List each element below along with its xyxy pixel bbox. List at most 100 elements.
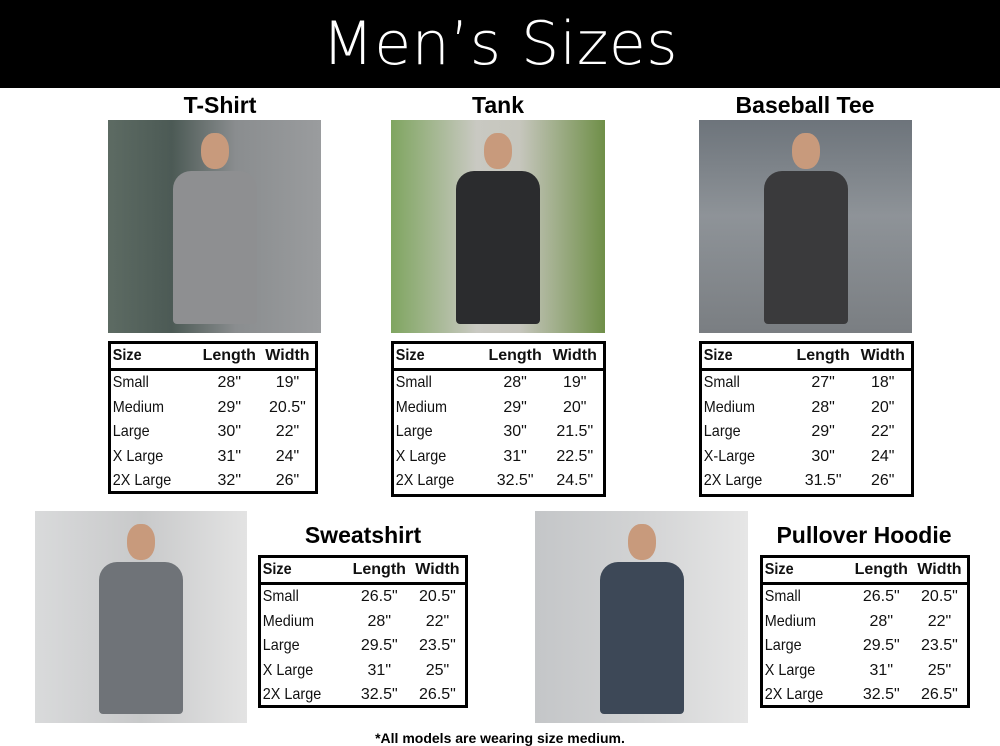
table-cell: 26": [275, 472, 300, 490]
table-cell: 22": [870, 423, 895, 441]
table-cell: 31": [503, 447, 527, 465]
model-head: [127, 523, 155, 560]
table-cell: 28": [811, 398, 835, 416]
table-cell: 29": [503, 398, 527, 416]
table-header: Size Length Width: [111, 344, 315, 371]
table-row: Medium 28" 22": [261, 610, 465, 635]
table-row: Large 29.5" 23.5": [763, 634, 967, 659]
table-row: Small 26.5" 20.5": [763, 585, 967, 610]
product-title-baseball-tee: Baseball Tee: [735, 92, 875, 118]
table-cell: Medium: [112, 398, 165, 416]
table-cell: Large: [395, 423, 433, 441]
table-cell: 19": [562, 374, 587, 392]
table-header: Size Length Width: [702, 344, 911, 371]
column-header: Length: [796, 347, 850, 364]
table-header: Size Length Width: [394, 344, 603, 371]
column-header: Width: [265, 347, 310, 364]
table-cell: Large: [262, 637, 300, 655]
table-row: 2X Large 32.5" 26.5": [261, 683, 465, 708]
table-cell: 28": [367, 612, 391, 630]
table-cell: Medium: [703, 398, 756, 416]
column-header: Size: [112, 347, 142, 364]
table-cell: 24": [275, 447, 300, 465]
table-cell: 22": [927, 612, 952, 630]
table-cell: 29": [217, 398, 241, 416]
model-photo-t-shirt: [108, 120, 321, 333]
column-header: Size: [395, 347, 425, 364]
table-cell: 2X Large: [395, 472, 455, 490]
table-cell: 31": [869, 661, 893, 679]
table-cell: 22": [275, 423, 300, 441]
column-header: Length: [352, 561, 406, 578]
model-photo-baseball-tee: [699, 120, 912, 333]
table-cell: 22.5": [556, 447, 594, 465]
table-cell: Small: [112, 374, 149, 392]
table-cell: 20.5": [419, 588, 456, 606]
column-header: Size: [703, 347, 733, 364]
table-cell: X Large: [112, 447, 164, 465]
table-row: Small 28" 19": [394, 371, 603, 396]
product-title-t-shirt: T-Shirt: [183, 92, 257, 118]
table-cell: 30": [811, 447, 835, 465]
table-cell: 26.5": [360, 588, 398, 606]
table-row: 2X Large 32" 26": [111, 469, 315, 494]
column-header: Width: [552, 347, 597, 364]
table-row: X Large 31" 25": [763, 659, 967, 684]
table-cell: 29": [811, 423, 835, 441]
column-header: Length: [202, 347, 256, 364]
table-cell: 20.5": [269, 398, 306, 416]
table-row: Small 26.5" 20.5": [261, 585, 465, 610]
table-cell: 23.5": [921, 637, 958, 655]
table-cell: 32": [217, 472, 241, 490]
table-cell: Large: [764, 637, 802, 655]
model-photo-tank: [391, 120, 605, 333]
garment: [456, 170, 540, 325]
table-cell: 2X Large: [764, 686, 824, 704]
table-row: Medium 29" 20": [394, 396, 603, 421]
table-row: X-Large 30" 24": [702, 445, 911, 470]
table-cell: 19": [275, 374, 300, 392]
table-cell: 24.5": [556, 472, 594, 490]
table-cell: X-Large: [703, 447, 756, 465]
table-cell: 32.5": [496, 472, 534, 490]
table-cell: 30": [503, 423, 527, 441]
table-cell: 31": [217, 447, 241, 465]
table-cell: Small: [703, 374, 740, 392]
table-cell: 29.5": [360, 637, 398, 655]
table-cell: X Large: [764, 661, 816, 679]
table-row: X Large 31" 25": [261, 659, 465, 684]
table-row: Large 29" 22": [702, 420, 911, 445]
table-cell: X Large: [395, 447, 447, 465]
model-head: [484, 132, 512, 169]
model-head: [200, 132, 229, 169]
table-cell: 20.5": [921, 588, 958, 606]
table-cell: 26.5": [921, 686, 958, 704]
model-head: [791, 132, 820, 169]
table-cell: Medium: [764, 612, 817, 630]
page-title: Men’s Sizes: [321, 9, 679, 79]
table-cell: 2X Large: [703, 472, 763, 490]
table-cell: 25": [425, 661, 450, 679]
size-table-pullover-hoodie: Size Length Width Small 26.5" 20.5" Medium 28" 2…: [760, 555, 970, 708]
table-cell: 25": [927, 661, 952, 679]
product-title-sweatshirt: Sweatshirt: [304, 522, 422, 548]
table-row: 2X Large 32.5" 24.5": [394, 469, 603, 494]
table-cell: 30": [217, 423, 241, 441]
size-table-t-shirt: Size Length Width Small 28" 19" Medium 29" 20.5"…: [108, 341, 318, 494]
table-cell: 24": [870, 447, 895, 465]
garment: [99, 561, 183, 715]
table-cell: Small: [395, 374, 432, 392]
table-cell: 27": [811, 374, 835, 392]
size-table-baseball-tee: Size Length Width Small 27" 18" Medium 28" 20" La…: [699, 341, 914, 497]
size-table-tank: Size Length Width Small 28" 19" Medium 29" 20" La…: [391, 341, 606, 497]
table-cell: Large: [703, 423, 741, 441]
column-header: Length: [854, 561, 908, 578]
column-header: Size: [262, 561, 292, 578]
table-cell: 26": [870, 472, 895, 490]
table-row: Small 27" 18": [702, 371, 911, 396]
table-cell: Large: [112, 423, 150, 441]
table-row: 2X Large 32.5" 26.5": [763, 683, 967, 708]
table-cell: 22": [425, 612, 450, 630]
product-title-tank: Tank: [472, 92, 524, 118]
table-cell: 31.5": [804, 472, 842, 490]
